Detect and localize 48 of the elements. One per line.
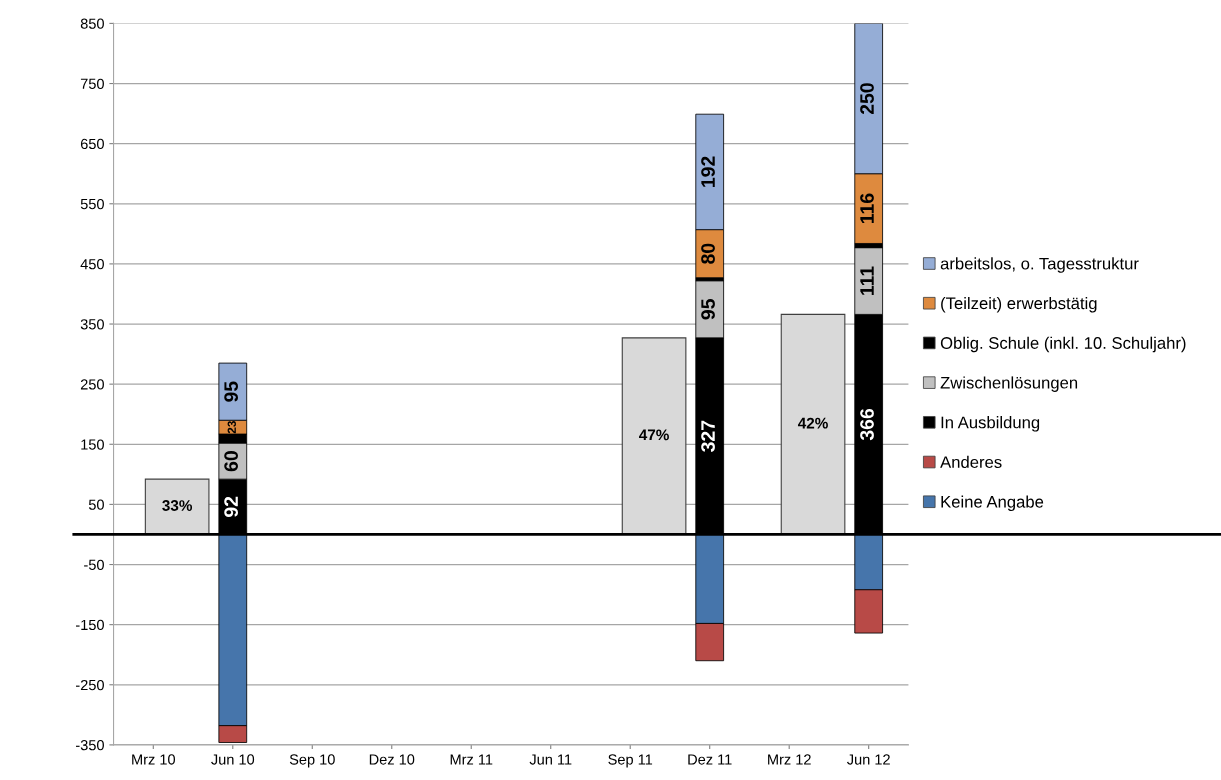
- data-label: 95: [701, 299, 715, 320]
- data-label: 250: [860, 83, 874, 115]
- data-label: 366: [860, 408, 874, 441]
- y-tick-label: 350: [80, 319, 104, 330]
- x-tick-label: Sep 11: [608, 754, 653, 768]
- y-tick-label: 750: [80, 78, 104, 89]
- x-tick-label: Dez 11: [688, 754, 732, 765]
- annotation: 33%: [162, 500, 193, 511]
- y-tick-label: 650: [80, 138, 104, 150]
- data-label: 92: [224, 496, 238, 517]
- x-tick-label: Jun 12: [847, 754, 890, 765]
- y-tick-label: -350: [75, 740, 104, 751]
- data-label: 116: [860, 193, 874, 224]
- x-tick-label: Jun 10: [211, 754, 255, 765]
- y-tick-label: -50: [84, 559, 104, 570]
- y-tick-label: 550: [80, 198, 104, 210]
- y-tick-label: 250: [80, 379, 104, 390]
- x-tick-label: Mrz 10: [132, 754, 176, 765]
- bar: [144, 478, 210, 536]
- data-label: 327: [701, 420, 715, 452]
- legend-label: In Ausbildung: [941, 416, 1040, 432]
- y-tick-label: 850: [80, 18, 104, 29]
- x-tick-label: Dez 10: [369, 754, 415, 765]
- annotation: 42%: [797, 417, 828, 429]
- y-tick-label: 150: [81, 439, 104, 450]
- y-tick-label: -250: [75, 679, 104, 691]
- data-label: 95: [224, 381, 238, 402]
- legend-label: Zwischenlösungen: [940, 376, 1078, 392]
- annotation: 47%: [639, 429, 669, 441]
- legend-label: Anderes: [940, 455, 1002, 469]
- legend-label: Keine Angabe: [941, 495, 1044, 512]
- bar: [621, 337, 687, 536]
- data-label: 192: [701, 156, 715, 187]
- y-tick-label: -150: [75, 619, 104, 631]
- legend-label: (Teilzeit) erwerbstätig: [941, 296, 1097, 313]
- data-label: 111: [860, 266, 874, 295]
- x-tick-label: Sep 10: [289, 754, 335, 768]
- data-label: 80: [701, 243, 715, 264]
- data-label: 23: [227, 421, 236, 434]
- legend-label: arbeitslos, o. Tagesstruktur: [940, 257, 1139, 273]
- data-label: 60: [224, 451, 238, 472]
- legend-label: Oblig. Schule (inkl. 10. Schuljahr): [940, 336, 1186, 353]
- y-tick-label: 450: [80, 259, 104, 270]
- x-tick-label: Mrz 11: [450, 754, 493, 765]
- y-tick-label: 50: [88, 499, 104, 510]
- x-tick-label: Jun 11: [529, 754, 572, 765]
- bar: [780, 313, 846, 536]
- x-tick-label: Mrz 12: [768, 754, 811, 765]
